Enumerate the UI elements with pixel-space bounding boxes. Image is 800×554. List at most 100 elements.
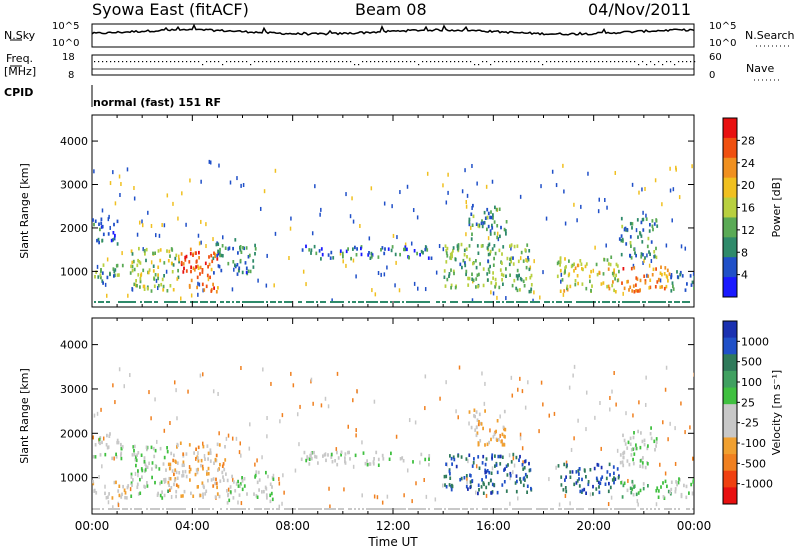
nsky-trace <box>91 23 695 36</box>
data-cell <box>478 412 481 417</box>
ground-cell <box>208 508 210 510</box>
data-cell <box>640 252 643 256</box>
ground-cell <box>102 301 104 303</box>
data-cell <box>654 448 656 452</box>
data-cell <box>320 247 323 251</box>
ground-cell <box>628 301 630 303</box>
data-cell <box>521 463 524 467</box>
freq-point <box>186 61 188 63</box>
data-cell <box>377 457 380 462</box>
scatter-cell <box>475 464 478 469</box>
ground-cell <box>472 508 474 510</box>
data-cell <box>496 419 499 423</box>
ytick-label-power: 3000 <box>60 179 88 192</box>
data-cell <box>690 482 693 487</box>
data-cell <box>180 260 183 265</box>
ground-cell <box>394 508 396 510</box>
scatter-cell <box>411 499 413 504</box>
data-cell <box>228 498 231 503</box>
data-cell <box>577 469 580 473</box>
data-cell <box>241 479 244 483</box>
scatter-cell <box>614 170 617 175</box>
data-cell <box>213 461 215 465</box>
ground-cell <box>168 508 170 510</box>
scatter-cell <box>240 366 242 371</box>
data-cell <box>630 453 633 457</box>
freq-point <box>398 61 400 63</box>
ground-cell <box>688 508 690 510</box>
scatter-cell <box>408 418 411 423</box>
data-cell <box>630 266 633 271</box>
data-cell <box>116 242 119 246</box>
scatter-cell <box>643 258 645 263</box>
data-cell <box>465 484 468 489</box>
data-cell <box>377 255 380 259</box>
data-cell <box>637 289 639 293</box>
data-cell <box>184 255 187 260</box>
data-cell <box>505 220 508 224</box>
data-cell <box>622 463 625 468</box>
ground-cell <box>594 301 596 303</box>
scatter-cell <box>197 233 200 238</box>
scatter-cell <box>457 415 459 420</box>
data-cell <box>254 247 257 251</box>
data-cell <box>163 261 166 265</box>
data-cell <box>559 260 562 264</box>
scatter-cell <box>573 436 575 441</box>
data-cell <box>196 470 199 475</box>
ground-cell <box>442 301 444 303</box>
freq-point <box>514 61 516 63</box>
ground-cell <box>630 508 632 510</box>
scatter-cell <box>181 191 183 196</box>
ground-cell <box>108 301 110 303</box>
data-cell <box>136 263 139 268</box>
ground-cell <box>116 508 118 510</box>
scatter-cell <box>150 260 153 265</box>
data-cell <box>96 238 98 243</box>
data-cell <box>93 222 95 227</box>
data-cell <box>116 219 119 224</box>
freq-point <box>538 61 540 63</box>
data-cell <box>313 244 316 249</box>
data-cell <box>655 489 658 493</box>
ground-cell <box>470 508 472 510</box>
data-cell <box>492 435 495 439</box>
scatter-cell <box>564 221 567 226</box>
data-cell <box>237 484 240 488</box>
data-cell <box>528 267 531 272</box>
scatter-cell <box>355 274 357 279</box>
ground-cell <box>324 301 326 303</box>
freq-point <box>522 61 524 63</box>
scatter-cell <box>598 197 601 202</box>
data-cell <box>373 457 375 461</box>
data-cell <box>159 248 162 252</box>
scatter-cell <box>512 470 514 475</box>
scatter-cell <box>558 502 561 507</box>
scatter-cell <box>142 247 144 252</box>
colorbar-tick-label-velocity: -1000 <box>741 478 773 491</box>
ground-cell <box>478 301 480 303</box>
data-cell <box>112 238 114 242</box>
data-cell <box>383 251 386 256</box>
data-cell <box>635 446 638 451</box>
scatter-cell <box>562 163 564 168</box>
data-cell <box>493 220 496 224</box>
data-cell <box>226 501 229 505</box>
data-cell <box>372 460 375 464</box>
ground-cell <box>602 301 604 303</box>
data-cell <box>626 488 629 493</box>
data-cell <box>167 462 170 467</box>
data-cell <box>153 454 156 459</box>
freq-point <box>230 61 232 63</box>
scatter-cell <box>197 281 199 286</box>
data-cell <box>189 251 192 256</box>
scatter-cell <box>133 186 135 191</box>
data-cell <box>390 248 393 253</box>
freq-point <box>486 61 488 63</box>
data-cell <box>635 443 637 447</box>
data-cell <box>424 457 427 462</box>
scatter-cell <box>589 492 592 497</box>
data-cell <box>570 264 573 269</box>
data-cell <box>135 455 137 459</box>
scatter-cell <box>150 416 152 421</box>
